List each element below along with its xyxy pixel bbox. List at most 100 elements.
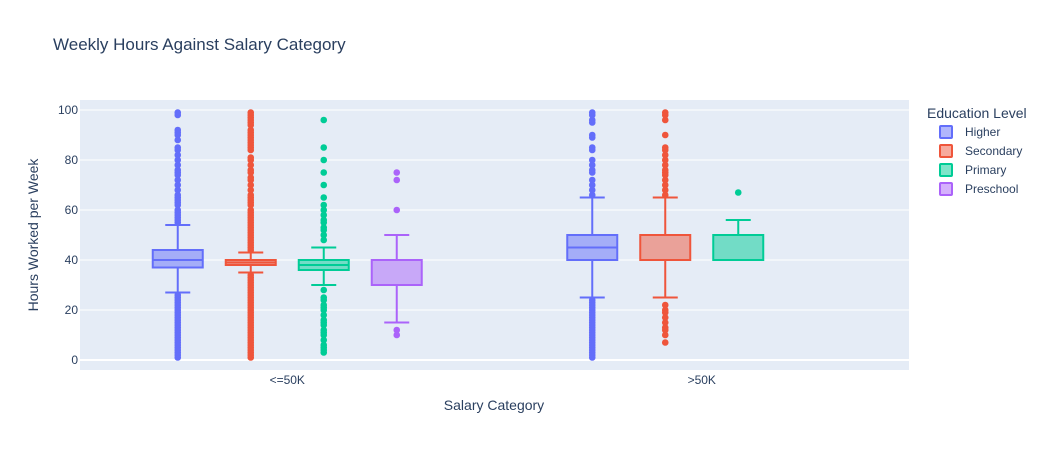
outlier-point xyxy=(661,191,669,199)
outlier-point xyxy=(247,166,255,174)
outlier-point xyxy=(320,169,328,176)
outlier-point xyxy=(247,126,255,134)
outlier-point xyxy=(393,331,401,339)
outlier-point xyxy=(174,181,182,189)
outlier-point xyxy=(320,311,328,319)
outlier-point xyxy=(174,156,182,164)
outlier-point xyxy=(247,206,255,214)
outlier-point xyxy=(247,109,255,116)
outlier-point xyxy=(661,186,669,194)
y-tick-label: 80 xyxy=(65,153,79,167)
outlier-point xyxy=(174,176,182,184)
legend-swatch xyxy=(939,182,953,196)
x-tick-label: >50K xyxy=(688,373,716,387)
outlier-point xyxy=(588,166,596,174)
y-tick-label: 40 xyxy=(65,253,79,267)
outlier-point xyxy=(393,169,401,176)
outlier-point xyxy=(174,136,182,144)
outlier-point xyxy=(320,201,328,209)
outlier-point xyxy=(588,116,596,124)
outlier-point xyxy=(588,156,596,164)
series-preschool xyxy=(370,169,423,339)
outlier-point xyxy=(661,319,669,326)
outlier-point xyxy=(393,206,401,214)
legend-swatch xyxy=(939,163,953,177)
outlier-point xyxy=(174,291,182,299)
outlier-point xyxy=(320,236,328,244)
outlier-point xyxy=(247,271,255,279)
x-axis-ticks: <=50K >50K xyxy=(270,373,716,387)
outlier-point xyxy=(247,161,255,169)
box-higher-le50k xyxy=(151,109,204,361)
outlier-point xyxy=(734,189,742,196)
outlier-point xyxy=(661,161,669,169)
outlier-point xyxy=(661,156,669,164)
outlier-point xyxy=(588,191,596,199)
outlier-point xyxy=(320,224,328,231)
series-primary xyxy=(297,116,765,356)
outlier-point xyxy=(320,194,328,201)
legend-swatch xyxy=(939,125,953,139)
outlier-point xyxy=(661,181,669,189)
outlier-point xyxy=(320,341,328,349)
legend-label: Higher xyxy=(965,125,1000,139)
outlier-point xyxy=(174,191,182,199)
outlier-point xyxy=(588,176,596,184)
outlier-point xyxy=(588,109,596,116)
outlier-point xyxy=(661,176,669,184)
y-tick-label: 0 xyxy=(71,353,78,367)
outlier-point xyxy=(247,181,255,189)
outlier-point xyxy=(661,314,669,321)
legend-item-higher[interactable]: Higher xyxy=(939,125,1000,139)
outlier-point xyxy=(588,181,596,189)
legend-label: Preschool xyxy=(965,182,1018,196)
legend-swatch xyxy=(939,144,953,158)
outlier-point xyxy=(661,109,669,116)
box-traces xyxy=(151,109,765,361)
outlier-point xyxy=(320,294,328,301)
box-preschool-le50k xyxy=(370,169,423,339)
x-axis-title: Salary Category xyxy=(444,397,544,413)
outlier-point xyxy=(174,109,182,116)
chart-title: Weekly Hours Against Salary Category xyxy=(53,35,346,54)
series-higher xyxy=(151,109,619,361)
box-iqr xyxy=(639,234,692,261)
y-tick-label: 100 xyxy=(58,103,78,117)
outlier-point xyxy=(393,326,401,334)
legend-item-secondary[interactable]: Secondary xyxy=(939,144,1022,158)
y-tick-label: 60 xyxy=(65,203,79,217)
outlier-point xyxy=(174,161,182,169)
legend-label: Secondary xyxy=(965,144,1022,158)
outlier-point xyxy=(320,181,328,189)
outlier-point xyxy=(174,144,182,151)
outlier-point xyxy=(588,296,596,304)
outlier-point xyxy=(661,166,669,174)
outlier-point xyxy=(247,191,255,199)
box-secondary-gt50k xyxy=(639,109,692,346)
box-primary-le50k xyxy=(297,116,350,356)
outlier-point xyxy=(320,326,328,334)
outlier-point xyxy=(661,306,669,314)
y-tick-label: 20 xyxy=(65,303,79,317)
outlier-point xyxy=(661,151,669,159)
outlier-point xyxy=(247,154,255,161)
outlier-point xyxy=(320,301,328,309)
series-secondary xyxy=(224,109,692,361)
y-axis-title: Hours Worked per Week xyxy=(25,158,41,312)
legend-item-primary[interactable]: Primary xyxy=(939,163,1006,177)
legend-item-preschool[interactable]: Preschool xyxy=(939,182,1018,196)
outlier-point xyxy=(393,176,401,184)
box-iqr xyxy=(370,259,423,286)
outlier-point xyxy=(588,161,596,169)
legend-label: Primary xyxy=(965,163,1006,177)
outlier-point xyxy=(320,231,328,239)
outlier-point xyxy=(174,186,182,194)
box-iqr xyxy=(712,234,765,261)
outlier-point xyxy=(247,174,255,181)
outlier-point xyxy=(320,211,328,219)
outlier-point xyxy=(588,131,596,139)
plot-area xyxy=(80,100,909,370)
outlier-point xyxy=(174,151,182,159)
